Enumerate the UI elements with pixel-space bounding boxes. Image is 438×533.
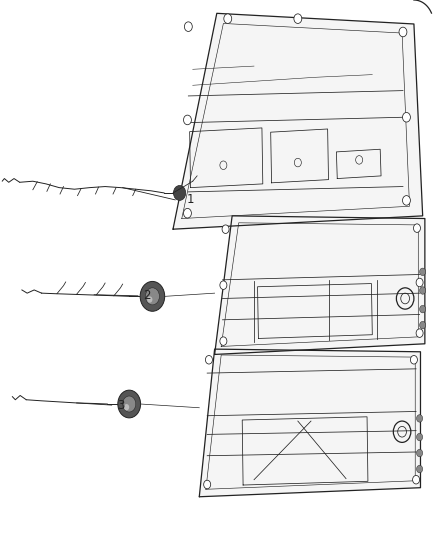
Polygon shape (199, 349, 420, 497)
Polygon shape (215, 216, 425, 354)
Circle shape (417, 415, 423, 422)
Circle shape (204, 480, 211, 489)
Circle shape (205, 356, 212, 364)
Circle shape (118, 390, 141, 418)
Circle shape (224, 14, 232, 23)
Circle shape (413, 224, 420, 232)
Circle shape (417, 433, 423, 441)
Circle shape (222, 225, 229, 233)
Text: 2: 2 (143, 289, 151, 302)
Circle shape (410, 356, 417, 364)
Circle shape (124, 404, 129, 410)
Text: 3: 3 (117, 399, 124, 411)
Circle shape (420, 287, 426, 294)
Circle shape (403, 112, 410, 122)
Circle shape (147, 296, 152, 303)
Circle shape (416, 329, 423, 337)
Circle shape (420, 268, 426, 276)
Circle shape (294, 14, 302, 23)
Circle shape (173, 185, 186, 200)
Circle shape (184, 208, 191, 218)
Circle shape (399, 27, 407, 37)
Polygon shape (173, 13, 423, 229)
Circle shape (403, 196, 410, 205)
Circle shape (417, 465, 423, 473)
Circle shape (416, 278, 423, 287)
Circle shape (145, 288, 159, 305)
Circle shape (420, 305, 426, 313)
Circle shape (184, 22, 192, 31)
Circle shape (184, 115, 191, 125)
Circle shape (413, 475, 420, 484)
Circle shape (220, 281, 227, 289)
Text: 1: 1 (187, 193, 194, 206)
Circle shape (420, 321, 426, 329)
Circle shape (417, 449, 423, 457)
Circle shape (123, 396, 136, 412)
Circle shape (220, 337, 227, 345)
Circle shape (140, 281, 165, 311)
